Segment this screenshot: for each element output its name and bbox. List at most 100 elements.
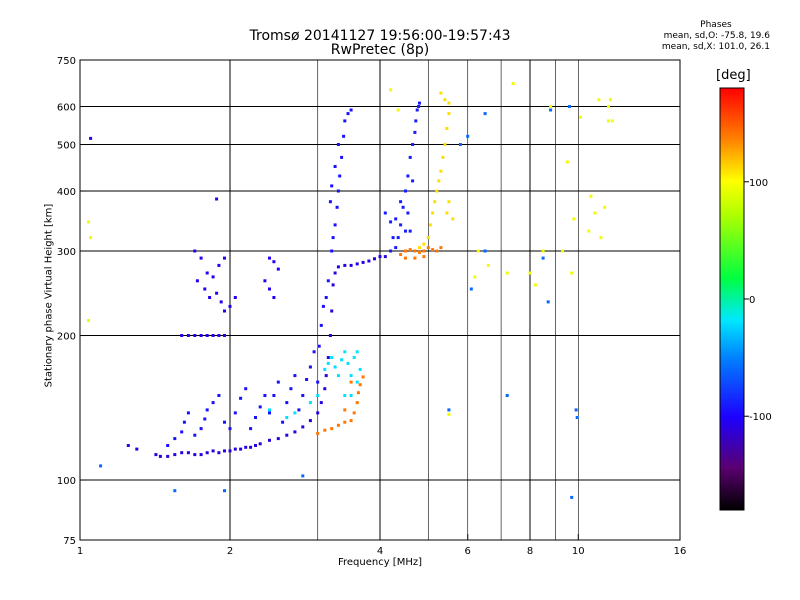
data-point bbox=[408, 155, 412, 159]
data-point bbox=[422, 242, 426, 246]
data-point bbox=[199, 256, 203, 260]
data-point bbox=[326, 279, 330, 283]
data-point bbox=[355, 380, 359, 384]
data-point bbox=[445, 211, 449, 215]
data-point bbox=[505, 271, 509, 275]
data-point bbox=[263, 394, 267, 397]
data-point bbox=[276, 267, 280, 271]
data-point bbox=[466, 134, 470, 138]
data-point bbox=[258, 405, 262, 409]
data-point bbox=[528, 271, 532, 275]
data-point bbox=[223, 449, 226, 453]
data-point bbox=[396, 236, 400, 240]
data-point bbox=[349, 419, 353, 423]
data-point bbox=[301, 425, 305, 429]
data-point bbox=[228, 427, 232, 431]
data-point bbox=[541, 256, 545, 260]
data-point bbox=[572, 217, 576, 221]
colorbar-tick-label: -100 bbox=[749, 412, 772, 423]
data-point bbox=[186, 451, 190, 455]
data-point bbox=[308, 401, 312, 405]
data-point bbox=[447, 101, 451, 105]
data-point bbox=[328, 334, 332, 337]
data-point bbox=[404, 256, 407, 260]
data-point bbox=[193, 433, 197, 437]
data-point bbox=[414, 119, 418, 123]
data-point bbox=[173, 489, 177, 493]
data-point bbox=[401, 205, 405, 209]
data-point bbox=[333, 165, 337, 168]
data-point bbox=[228, 304, 232, 308]
data-point bbox=[568, 105, 571, 108]
data-point bbox=[549, 108, 553, 112]
data-point bbox=[447, 412, 451, 416]
data-point bbox=[223, 334, 226, 337]
data-point bbox=[422, 249, 426, 253]
data-point bbox=[244, 445, 248, 449]
data-point bbox=[533, 283, 537, 287]
data-point bbox=[276, 380, 280, 384]
data-point bbox=[193, 334, 197, 337]
data-point bbox=[180, 334, 184, 337]
data-point bbox=[195, 279, 199, 283]
data-point bbox=[268, 438, 271, 442]
data-point bbox=[447, 112, 451, 116]
data-point bbox=[433, 200, 437, 204]
data-point bbox=[319, 323, 323, 327]
data-point bbox=[336, 265, 340, 269]
data-point bbox=[219, 300, 223, 304]
x-axis-label: Frequency [MHz] bbox=[337, 557, 423, 568]
data-point bbox=[193, 453, 197, 457]
colorbar-tick-label: 100 bbox=[749, 178, 768, 189]
data-point bbox=[451, 217, 455, 221]
chart-subtitle: RwPretec (8p) bbox=[330, 42, 430, 58]
data-point bbox=[346, 361, 350, 365]
data-point bbox=[272, 260, 276, 264]
data-point bbox=[199, 334, 203, 337]
phase-stats-o-line: mean, sd,O: -75.8, 19.6 bbox=[663, 31, 770, 41]
data-point bbox=[426, 246, 430, 250]
data-point bbox=[549, 105, 553, 108]
data-point bbox=[211, 449, 215, 453]
data-point bbox=[208, 296, 212, 299]
data-point bbox=[389, 220, 393, 224]
data-point bbox=[343, 394, 347, 397]
data-point bbox=[349, 108, 353, 112]
data-point bbox=[293, 411, 297, 415]
data-point bbox=[89, 136, 93, 140]
data-point bbox=[249, 427, 253, 431]
data-point bbox=[331, 283, 335, 287]
data-point bbox=[404, 229, 407, 233]
plot-frame bbox=[79, 59, 681, 541]
data-point bbox=[215, 291, 219, 295]
data-point bbox=[411, 179, 415, 183]
data-point bbox=[593, 211, 597, 215]
data-point bbox=[336, 189, 340, 193]
data-point bbox=[443, 143, 447, 146]
data-point bbox=[447, 200, 451, 204]
data-point bbox=[193, 249, 197, 253]
data-point bbox=[352, 356, 356, 359]
data-point bbox=[349, 380, 353, 384]
data-point bbox=[355, 262, 359, 266]
data-point bbox=[333, 365, 337, 369]
data-point bbox=[258, 442, 262, 446]
data-point bbox=[610, 119, 614, 123]
data-point bbox=[272, 296, 276, 299]
data-point bbox=[418, 101, 421, 105]
data-point bbox=[570, 271, 574, 275]
y-tick-label: 750 bbox=[57, 56, 76, 67]
data-point bbox=[203, 287, 207, 291]
y-tick-label: 100 bbox=[57, 476, 76, 487]
axis-ticks: 1 2 4 6 8 10 16 75 100 200 300 400 500 600 750 bbox=[57, 56, 686, 557]
data-point bbox=[608, 98, 612, 102]
data-point bbox=[205, 271, 209, 275]
data-point bbox=[263, 279, 267, 283]
data-point bbox=[406, 174, 410, 178]
data-point bbox=[483, 112, 487, 116]
data-point bbox=[439, 246, 443, 250]
data-point bbox=[389, 249, 393, 253]
data-point bbox=[135, 447, 139, 451]
data-point bbox=[330, 356, 334, 359]
data-point bbox=[439, 91, 443, 95]
